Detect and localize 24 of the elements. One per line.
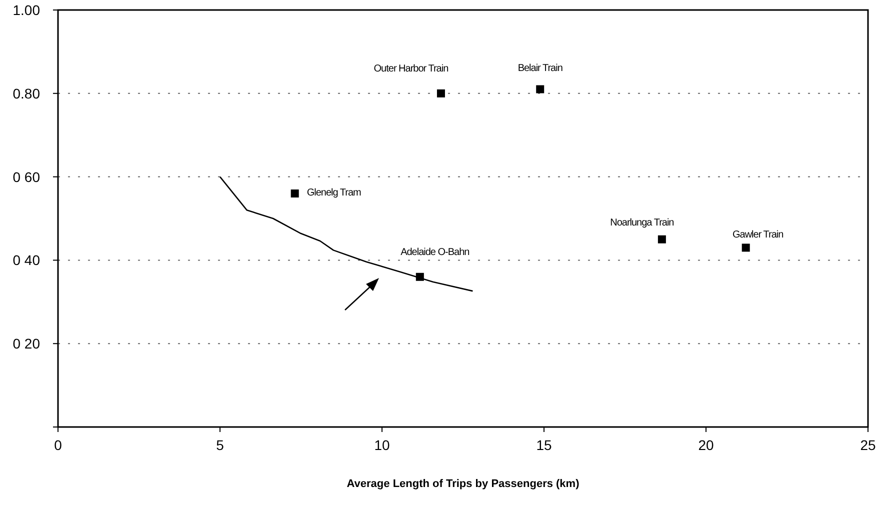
series-label: Outer Harbor Train — [374, 63, 448, 74]
y-tick-label: 0 20 — [12, 336, 40, 352]
y-tick-label: 1.00 — [12, 2, 40, 18]
line-series — [219, 176, 474, 292]
x-tick-label: 10 — [374, 437, 390, 453]
x-tick-label: 20 — [698, 437, 714, 453]
point — [290, 189, 299, 198]
point — [436, 89, 445, 98]
series-label: Noarlunga Train — [610, 217, 674, 228]
text: Adelaide O-Bahn — [400, 246, 470, 258]
x-tick-label: 15 — [536, 437, 552, 453]
series-label: Belair Train — [518, 63, 562, 74]
x-axis-title: Average Length of Trips by Passengers (km) — [346, 478, 580, 490]
x-tick-label: 25 — [860, 437, 876, 453]
x-tick-label: 0 — [54, 437, 62, 453]
y-tick-label: 0 40 — [12, 252, 40, 268]
y-tick-label: 0 60 — [12, 168, 40, 185]
point — [536, 85, 544, 94]
series-label: Gawler Train — [732, 230, 784, 241]
series-label: Glenelg Tram — [306, 187, 362, 198]
point — [742, 244, 750, 252]
point — [658, 235, 666, 244]
y-tick-label: 0.80 — [12, 85, 40, 102]
x-tick-label: 5 — [216, 437, 224, 453]
